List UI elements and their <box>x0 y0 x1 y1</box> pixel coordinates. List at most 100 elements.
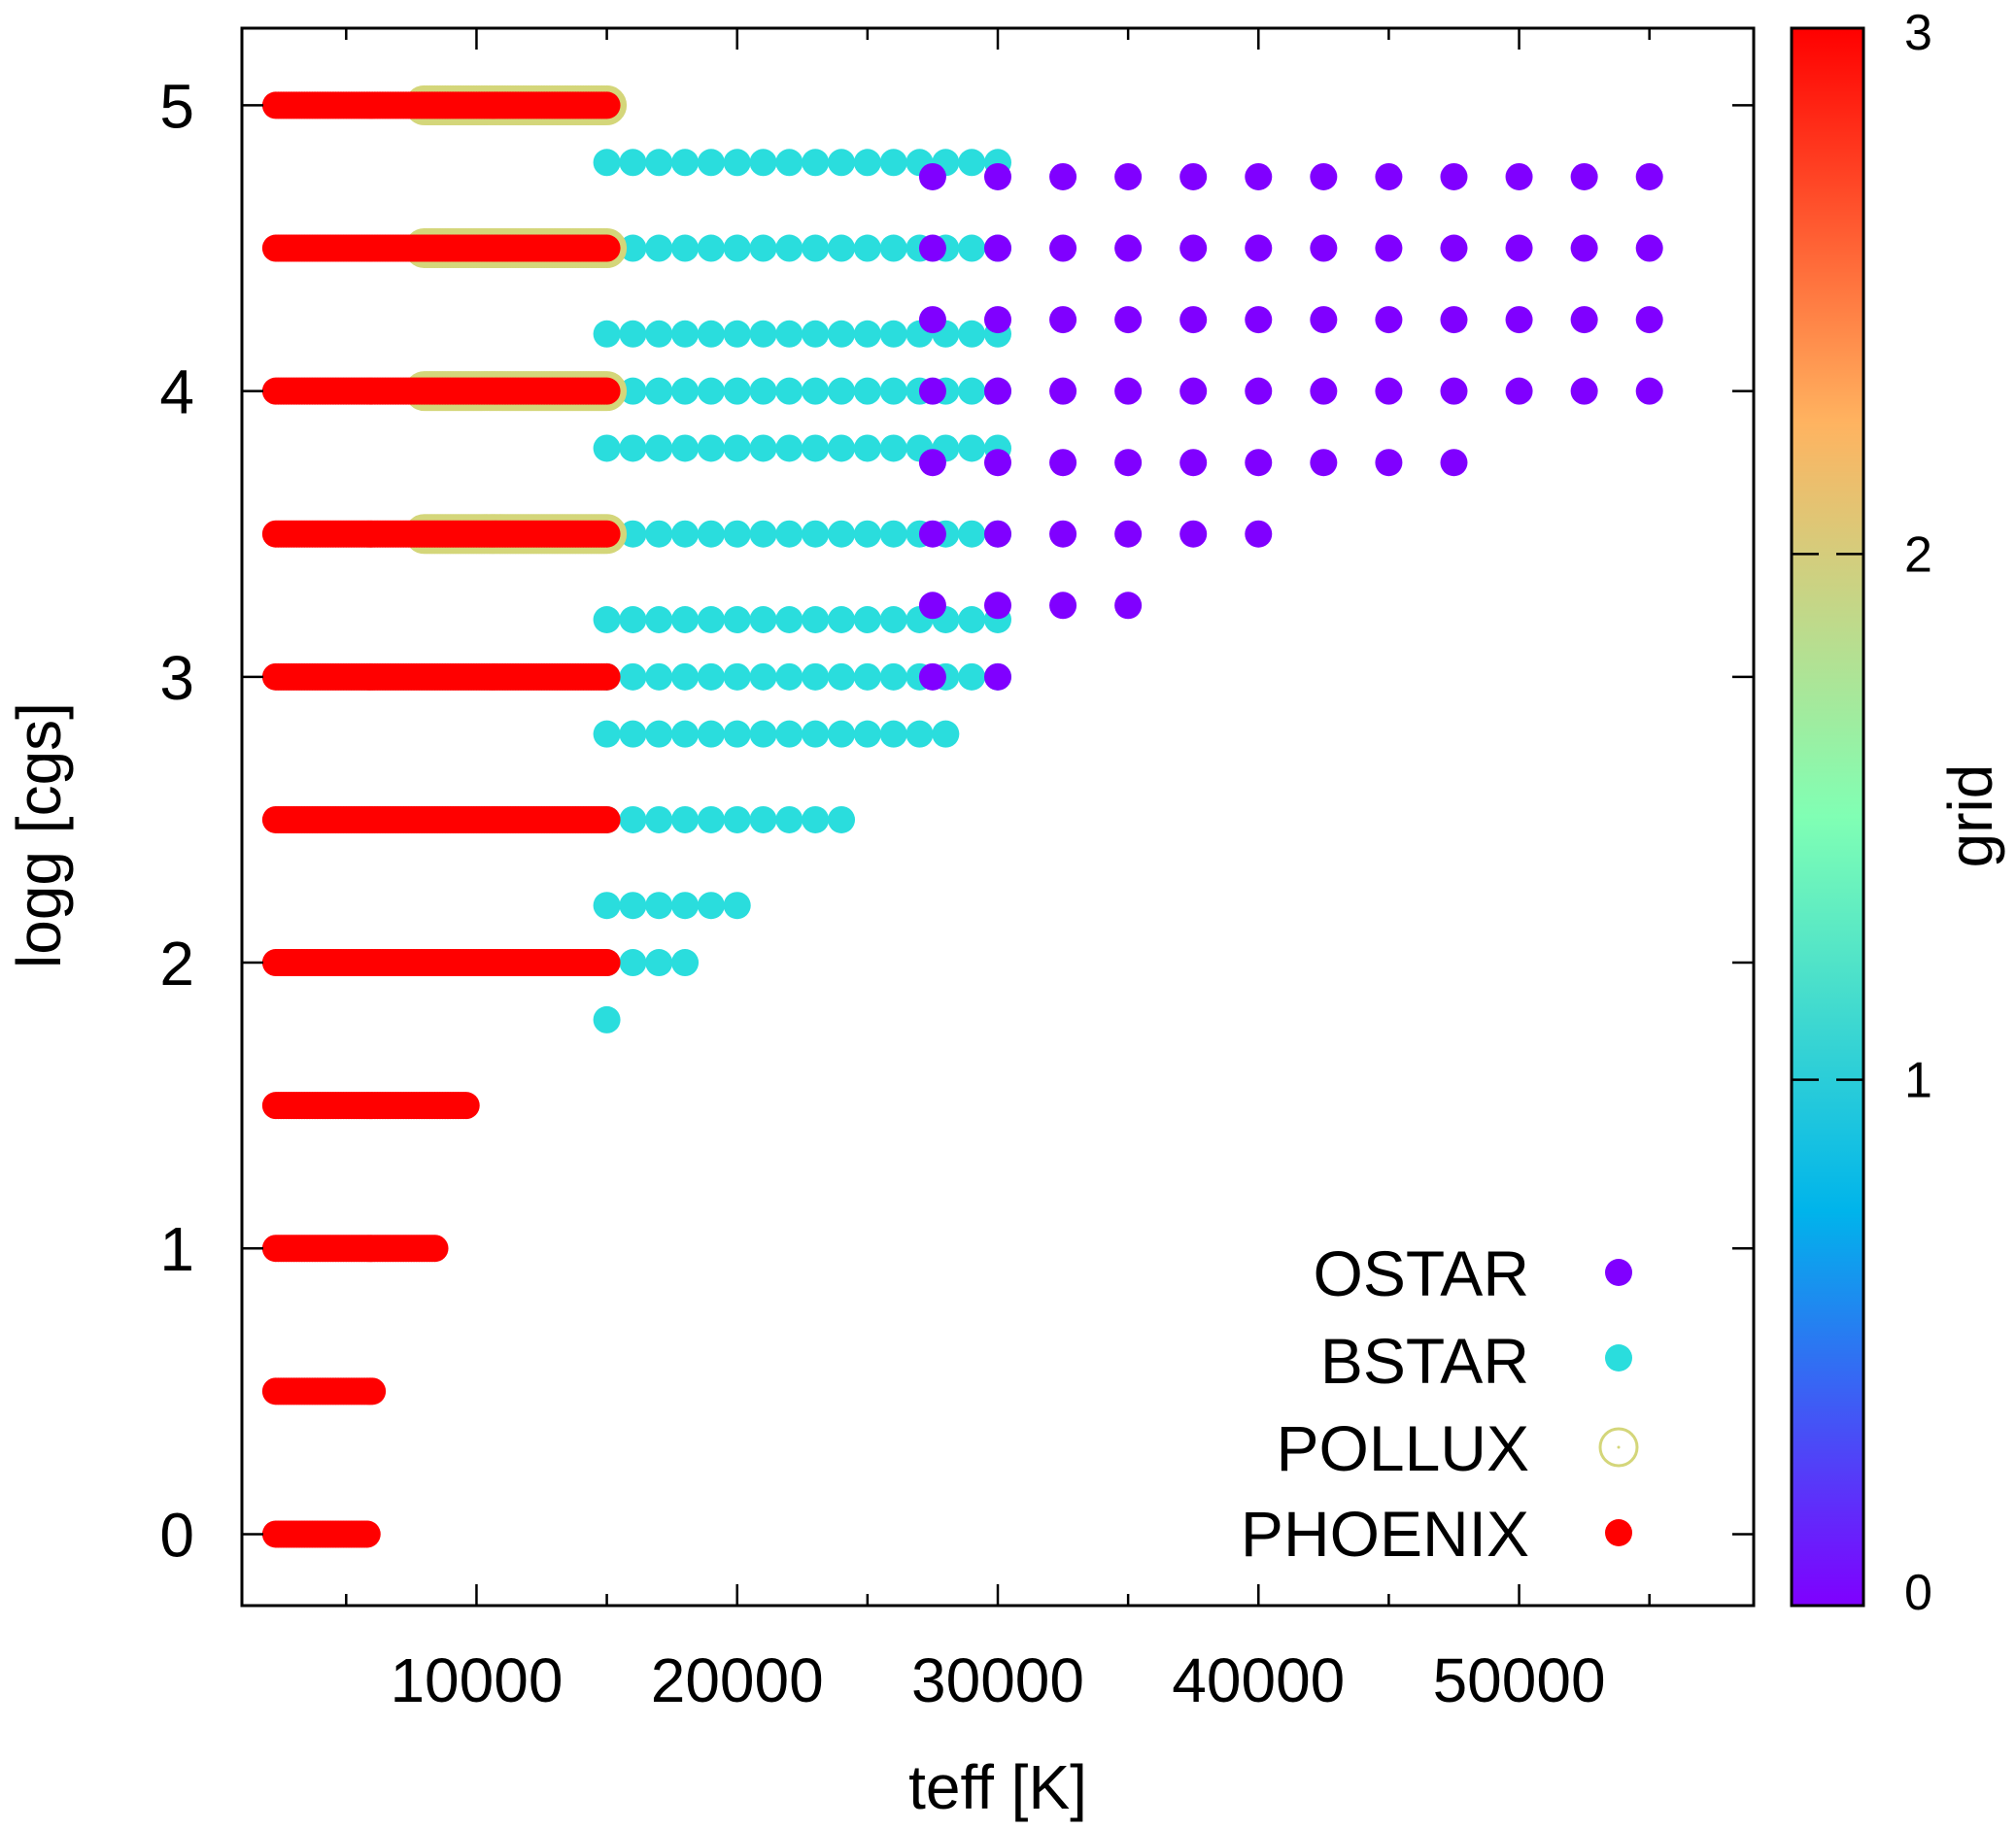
bstar-point <box>723 805 751 833</box>
colorbar-tick-label: 0 <box>1904 1565 1932 1621</box>
ostar-point <box>1570 377 1598 405</box>
bstar-point <box>723 320 751 348</box>
bstar-point <box>593 434 621 462</box>
bstar-point <box>749 662 777 691</box>
y-tick-label: 2 <box>159 929 194 999</box>
ostar-point <box>918 520 946 548</box>
ostar-point <box>1375 306 1403 334</box>
bstar-point <box>802 520 830 548</box>
ostar-point <box>1114 306 1143 334</box>
phoenix-point <box>593 377 621 405</box>
x-tick-label: 50000 <box>1433 1645 1606 1715</box>
ostar-point <box>1310 377 1338 405</box>
bstar-point <box>619 720 647 748</box>
bstar-point <box>593 892 621 920</box>
bstar-point <box>879 434 907 462</box>
bstar-point <box>723 662 751 691</box>
ostar-point <box>1440 234 1468 262</box>
colorbar-tick-label: 1 <box>1904 1053 1932 1109</box>
ostar-point <box>1505 306 1533 334</box>
bstar-point <box>671 662 700 691</box>
bstar-point <box>723 720 751 748</box>
ostar-point <box>984 520 1011 548</box>
ostar-point <box>1114 377 1143 405</box>
bstar-point <box>775 662 803 691</box>
legend-label-bstar: BSTAR <box>1320 1325 1529 1397</box>
bstar-point <box>775 720 803 748</box>
colorbar-tick-label: 3 <box>1904 5 1932 61</box>
bstar-point <box>619 234 647 262</box>
y-tick-label: 1 <box>159 1214 194 1284</box>
bstar-point <box>749 606 777 633</box>
phoenix-point <box>421 1235 449 1263</box>
ostar-point <box>1049 520 1077 548</box>
ostar-point <box>1440 377 1468 405</box>
bstar-point <box>853 320 881 348</box>
colorbar-title: grid <box>1935 764 2005 868</box>
bstar-point <box>802 720 830 748</box>
legend-marker-ostar <box>1605 1259 1632 1286</box>
bstar-point <box>619 520 647 548</box>
ostar-point <box>1505 234 1533 262</box>
bstar-point <box>749 320 777 348</box>
bstar-point <box>619 434 647 462</box>
bstar-point <box>697 892 725 920</box>
bstar-point <box>802 805 830 833</box>
ostar-point <box>1310 306 1338 334</box>
bstar-point <box>802 149 830 177</box>
colorbar-tick-label: 2 <box>1904 526 1932 583</box>
bstar-point <box>775 434 803 462</box>
bstar-point <box>645 892 673 920</box>
bstar-point <box>645 520 673 548</box>
legend-marker-pollux-dot <box>1617 1445 1621 1449</box>
bstar-point <box>645 662 673 691</box>
bstar-point <box>802 434 830 462</box>
legend-marker-pollux <box>1598 1427 1639 1468</box>
x-tick-labels: 10000 20000 30000 40000 50000 <box>390 1645 1605 1715</box>
ostar-point <box>1114 162 1143 190</box>
bstar-point <box>671 606 700 633</box>
y-tick-label: 5 <box>159 71 194 141</box>
legend-marker-phoenix <box>1605 1519 1632 1546</box>
ostar-point <box>1245 306 1273 334</box>
bstar-point <box>593 149 621 177</box>
bstar-point <box>958 377 986 405</box>
bstar-point <box>775 234 803 262</box>
bstar-point <box>723 434 751 462</box>
bstar-point <box>828 434 856 462</box>
ostar-point <box>918 234 946 262</box>
x-tick-label: 10000 <box>390 1645 563 1715</box>
ostar-point <box>1245 162 1273 190</box>
bstar-point <box>802 606 830 633</box>
bstar-point <box>593 320 621 348</box>
bstar-point <box>853 377 881 405</box>
bstar-point <box>775 377 803 405</box>
ostar-point <box>1179 162 1208 190</box>
ostar-point <box>1179 234 1208 262</box>
bstar-point <box>775 520 803 548</box>
ostar-point <box>1245 520 1273 548</box>
bstar-point <box>723 520 751 548</box>
ostar-point <box>1570 162 1598 190</box>
ostar-point <box>1179 520 1208 548</box>
bstar-point <box>802 662 830 691</box>
bstar-point <box>828 805 856 833</box>
bstar-point <box>697 377 725 405</box>
bstar-point <box>671 377 700 405</box>
colorbar-ticks <box>1792 553 1863 1081</box>
bstar-point <box>645 805 673 833</box>
bstar-point <box>828 377 856 405</box>
bstar-point <box>645 720 673 748</box>
ostar-point <box>1635 306 1663 334</box>
bstar-point <box>853 234 881 262</box>
bstar-point <box>593 606 621 633</box>
ostar-point <box>1179 449 1208 477</box>
bstar-point <box>749 149 777 177</box>
x-tick-label: 30000 <box>911 1645 1084 1715</box>
ostar-point <box>984 162 1011 190</box>
pollux-series <box>404 85 628 555</box>
ostar-point <box>1310 234 1338 262</box>
colorbar <box>1790 26 1865 1608</box>
bstar-point <box>802 320 830 348</box>
